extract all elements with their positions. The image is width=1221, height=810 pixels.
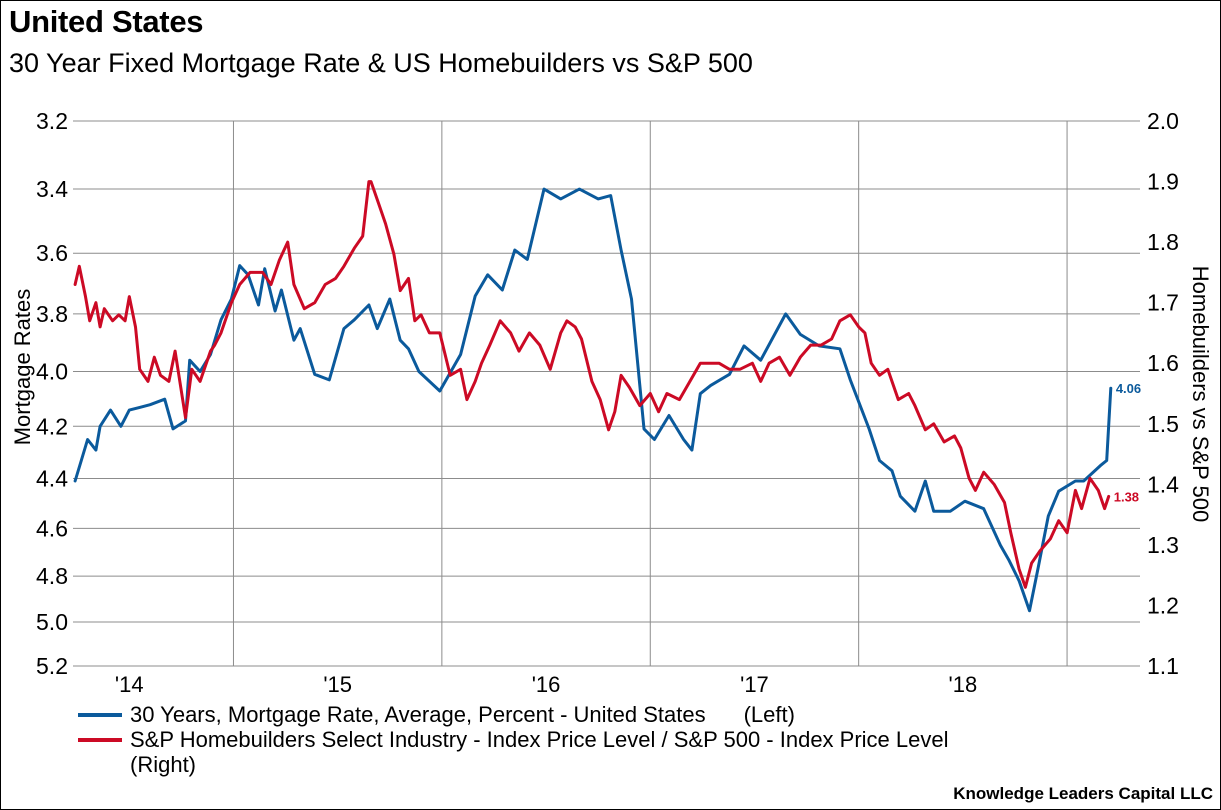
x-axis-ticks: '14 '15 '16 '17 '18 — [115, 672, 977, 697]
chart-svg: 3.2 3.4 3.6 3.8 4.0 4.2 4.4 4.6 4.8 5.0 5.2 2.0 1.9… — [10, 108, 1213, 697]
chart-title: United States — [9, 4, 204, 39]
right-tick-label: 1.1 — [1147, 653, 1179, 679]
left-tick-label: 4.8 — [36, 563, 68, 589]
right-axis-label: Homebuilders vs S&P 500 — [1188, 266, 1213, 522]
series-end-label: 4.06 — [1116, 381, 1141, 396]
legend-swatch-red — [78, 738, 122, 742]
right-tick-label: 1.9 — [1147, 169, 1179, 195]
left-axis-ticks: 3.2 3.4 3.6 3.8 4.0 4.2 4.4 4.6 4.8 5.0 5.2 — [36, 108, 68, 679]
right-tick-label: 1.5 — [1147, 411, 1179, 437]
left-tick-label: 3.2 — [36, 108, 68, 134]
x-tick-label: '16 — [532, 672, 561, 697]
left-tick-label: 4.2 — [36, 413, 68, 439]
right-tick-label: 1.8 — [1147, 229, 1179, 255]
series-end-label: 1.38 — [1114, 489, 1139, 504]
left-tick-label: 5.2 — [36, 653, 68, 679]
chart-subtitle: 30 Year Fixed Mortgage Rate & US Homebui… — [9, 48, 753, 78]
left-tick-label: 4.6 — [36, 515, 68, 541]
legend-note: (Left) — [743, 702, 795, 727]
series-line-homebuilders-ratio — [73, 180, 1111, 589]
legend-swatch-blue — [78, 713, 122, 717]
x-tick-label: '14 — [115, 672, 144, 697]
right-tick-label: 1.6 — [1147, 350, 1179, 376]
right-tick-label: 2.0 — [1147, 108, 1179, 134]
legend-item-homebuilders: S&P Homebuilders Select Industry - Index… — [78, 727, 949, 752]
right-tick-label: 1.4 — [1147, 471, 1179, 497]
x-tick-label: '17 — [740, 672, 769, 697]
legend-label: 30 Years, Mortgage Rate, Average, Percen… — [130, 702, 706, 727]
left-tick-label: 3.8 — [36, 301, 68, 327]
left-tick-label: 5.0 — [36, 609, 68, 635]
legend: 30 Years, Mortgage Rate, Average, Percen… — [78, 702, 949, 777]
legend-note: (Right) — [130, 752, 197, 777]
legend-item-mortgage: 30 Years, Mortgage Rate, Average, Percen… — [78, 702, 949, 727]
left-tick-label: 4.4 — [36, 465, 68, 491]
left-tick-label: 4.0 — [36, 358, 68, 384]
x-tick-label: '18 — [949, 672, 978, 697]
legend-label: S&P Homebuilders Select Industry - Index… — [130, 727, 949, 752]
series-layer — [73, 180, 1113, 613]
right-axis-ticks: 2.0 1.9 1.8 1.7 1.6 1.5 1.4 1.3 1.2 1.1 — [1147, 108, 1179, 679]
end-labels: 4.06 1.38 — [1114, 381, 1141, 504]
left-tick-label: 3.4 — [36, 176, 68, 202]
x-tick-label: '15 — [323, 672, 352, 697]
source-credit: Knowledge Leaders Capital LLC — [953, 784, 1213, 803]
left-tick-label: 3.6 — [36, 240, 68, 266]
right-tick-label: 1.7 — [1147, 290, 1179, 316]
left-axis-label: Mortgage Rates — [10, 289, 35, 446]
series-line-mortgage-rate — [73, 187, 1113, 613]
right-tick-label: 1.3 — [1147, 532, 1179, 558]
vertical-gridlines — [232, 121, 1068, 666]
right-tick-label: 1.2 — [1147, 592, 1179, 618]
